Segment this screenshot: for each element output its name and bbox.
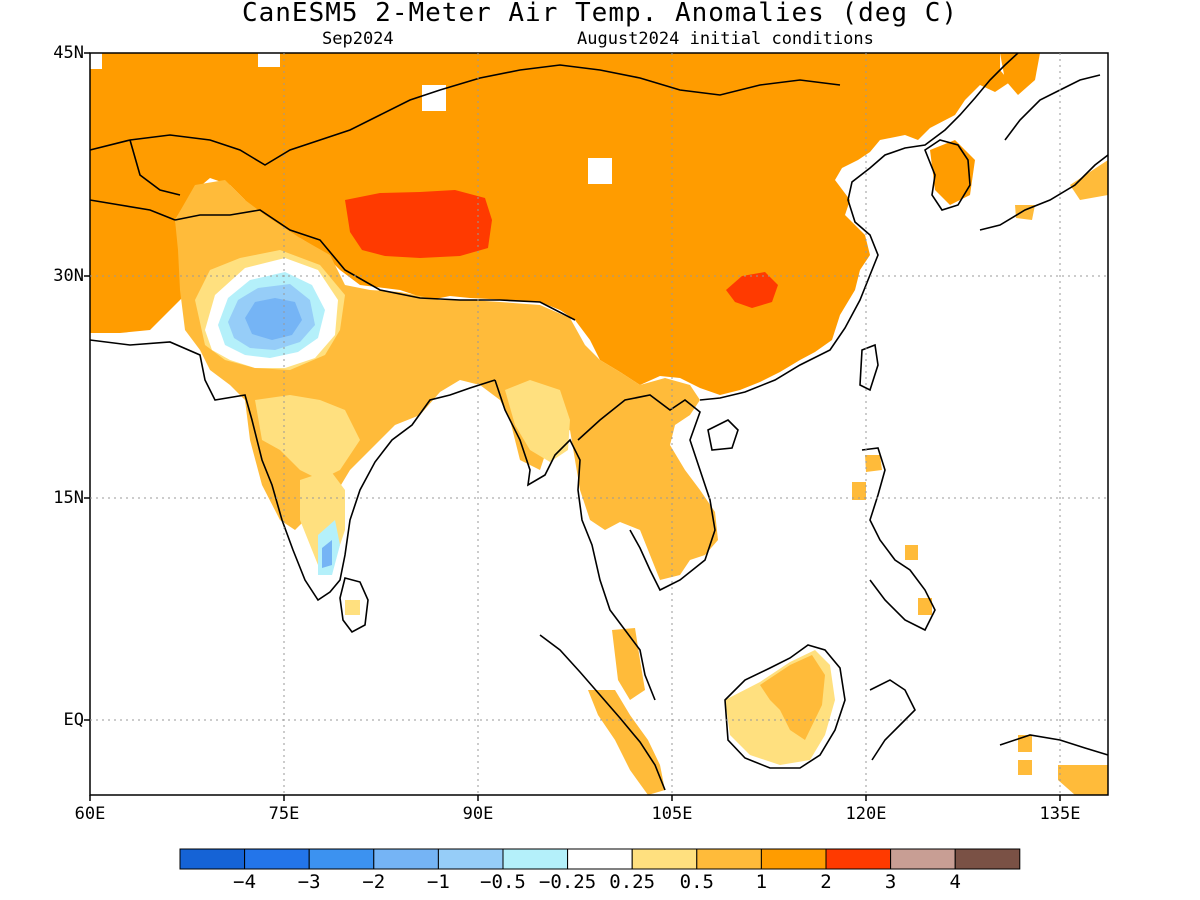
colorbar-label: 1 bbox=[755, 871, 768, 893]
anomaly-region-india-cool-3 bbox=[245, 298, 302, 340]
anomaly-fill-layer bbox=[90, 53, 1108, 795]
lat-tick-eq: EQ bbox=[63, 710, 84, 730]
lat-tick-45n: 45N bbox=[53, 43, 84, 63]
coastline-korea bbox=[924, 139, 971, 211]
anomaly-speck-1 bbox=[258, 53, 280, 67]
lat-tick-15n: 15N bbox=[53, 488, 84, 508]
anomaly-speck-3 bbox=[588, 158, 612, 184]
anomaly-region-borneo-warm bbox=[760, 655, 825, 740]
colorbar-swatch bbox=[954, 848, 1021, 870]
colorbar-label: −1 bbox=[426, 871, 450, 893]
colorbar-label: −0.5 bbox=[480, 871, 526, 893]
lon-tick-90e: 90E bbox=[462, 804, 494, 824]
coastline-south-asia bbox=[89, 339, 496, 602]
tick-marks bbox=[84, 52, 1061, 801]
map-title: CanESM5 2-Meter Air Temp. Anomalies (deg… bbox=[241, 0, 959, 28]
graticule bbox=[90, 53, 1108, 795]
init-conditions-label: August2024 initial conditions bbox=[577, 29, 874, 49]
colorbar-swatch bbox=[631, 848, 698, 870]
coastline-hainan bbox=[707, 419, 739, 451]
border-himalaya bbox=[174, 209, 576, 321]
colorbar-swatch bbox=[179, 848, 246, 870]
colorbar-label: −4 bbox=[233, 871, 257, 893]
coastline-sumatra bbox=[539, 634, 666, 791]
colorbar-swatch bbox=[502, 848, 569, 870]
anomaly-region-new-guinea bbox=[1018, 735, 1108, 795]
colorbar bbox=[179, 848, 1021, 870]
colorbar-swatch bbox=[760, 848, 827, 870]
colorbar-swatch bbox=[244, 848, 310, 870]
valid-month-label: Sep2024 bbox=[322, 29, 394, 49]
colorbar-swatch bbox=[373, 848, 439, 870]
colorbar-swatch bbox=[890, 848, 956, 870]
border-central-asia bbox=[89, 64, 841, 166]
anomaly-region-china-hot bbox=[726, 272, 778, 308]
colorbar-swatch bbox=[437, 848, 504, 870]
anomaly-region-sri-lanka bbox=[345, 600, 360, 615]
coastline-sulawesi bbox=[869, 679, 916, 761]
coastline-se-asia bbox=[494, 379, 656, 701]
anomaly-region-japan-south bbox=[1070, 160, 1108, 200]
lon-tick-105e: 105E bbox=[651, 804, 693, 824]
lat-tick-30n: 30N bbox=[53, 266, 84, 286]
colorbar-label: 4 bbox=[949, 871, 961, 893]
colorbar-label: −3 bbox=[297, 871, 321, 893]
lon-tick-135e: 135E bbox=[1039, 804, 1081, 824]
colorbar-label: 0.5 bbox=[679, 871, 714, 893]
colorbar-swatch bbox=[308, 848, 375, 870]
coastline-new-guinea bbox=[999, 734, 1109, 756]
coastline-china bbox=[699, 52, 1019, 401]
lon-tick-120e: 120E bbox=[845, 804, 887, 824]
border-iran-afghan bbox=[89, 139, 181, 221]
anomaly-region-sumatra bbox=[588, 690, 665, 795]
colorbar-swatch bbox=[567, 848, 633, 870]
colorbar-label: 3 bbox=[884, 871, 897, 893]
map-frame bbox=[89, 52, 1109, 796]
anomaly-region-india-central bbox=[255, 395, 360, 480]
anomaly-region-india-south-cool-2 bbox=[322, 540, 332, 568]
colorbar-swatch bbox=[696, 848, 762, 870]
anomaly-region-myanmar bbox=[505, 380, 570, 462]
anomaly-region-philippines bbox=[852, 455, 932, 615]
colorbar-label: −2 bbox=[362, 871, 386, 893]
colorbar-swatch bbox=[825, 848, 892, 870]
coastline-indochina bbox=[577, 394, 716, 592]
anomaly-region-korea bbox=[930, 140, 975, 205]
coastline-layer bbox=[89, 52, 1109, 791]
colorbar-label: 2 bbox=[820, 871, 832, 893]
anomaly-speck-4 bbox=[90, 53, 102, 69]
coastline-philippines bbox=[861, 447, 936, 632]
colorbar-label: −0.25 bbox=[538, 871, 597, 893]
anomaly-region-tibet-hot bbox=[345, 190, 492, 258]
coastline-sri-lanka bbox=[339, 577, 369, 634]
coastline-japan bbox=[979, 74, 1109, 231]
colorbar-label: 0.25 bbox=[609, 871, 656, 893]
coastline-taiwan bbox=[859, 343, 879, 392]
anomaly-region-japan bbox=[1000, 53, 1040, 95]
lon-tick-75e: 75E bbox=[268, 804, 300, 824]
anomaly-region-warm-north bbox=[90, 53, 1010, 395]
lon-tick-60e: 60E bbox=[74, 804, 106, 824]
coastline-borneo bbox=[724, 644, 846, 769]
anomaly-region-sulawesi bbox=[1018, 760, 1032, 775]
